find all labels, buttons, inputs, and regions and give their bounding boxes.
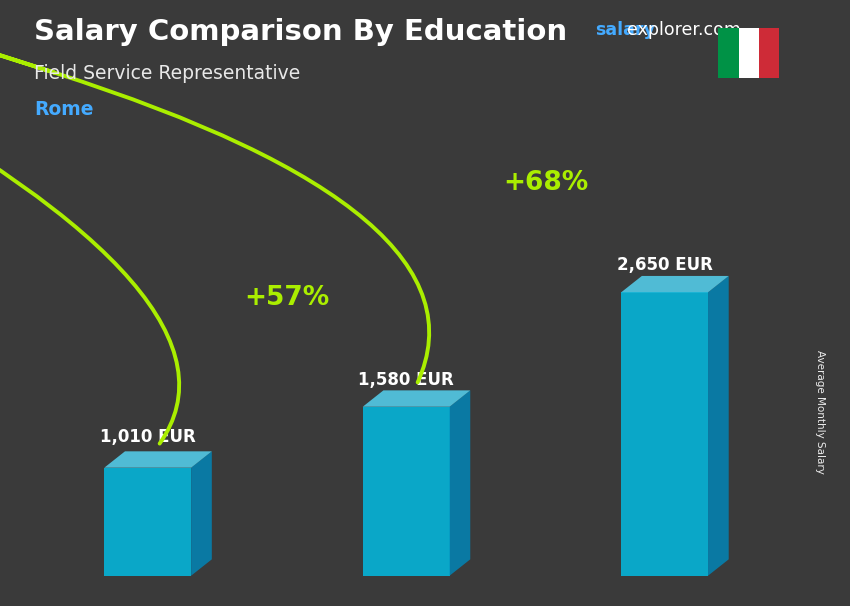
Text: salary: salary (595, 21, 654, 39)
Text: Field Service Representative: Field Service Representative (34, 64, 300, 82)
Polygon shape (191, 451, 212, 576)
Text: 1,010 EUR: 1,010 EUR (99, 428, 196, 446)
Text: 2,650 EUR: 2,650 EUR (616, 256, 712, 274)
Polygon shape (105, 451, 212, 468)
Text: Rome: Rome (34, 100, 94, 119)
Text: Average Monthly Salary: Average Monthly Salary (815, 350, 825, 474)
Polygon shape (621, 276, 728, 292)
Text: +68%: +68% (503, 170, 588, 196)
Polygon shape (363, 390, 470, 407)
Text: +57%: +57% (245, 285, 330, 311)
Polygon shape (708, 276, 728, 576)
Text: Salary Comparison By Education: Salary Comparison By Education (34, 18, 567, 46)
Polygon shape (450, 390, 470, 576)
Text: 1,580 EUR: 1,580 EUR (359, 370, 454, 388)
Polygon shape (105, 468, 191, 576)
Polygon shape (621, 292, 708, 576)
Polygon shape (363, 407, 450, 576)
Text: explorer.com: explorer.com (627, 21, 741, 39)
